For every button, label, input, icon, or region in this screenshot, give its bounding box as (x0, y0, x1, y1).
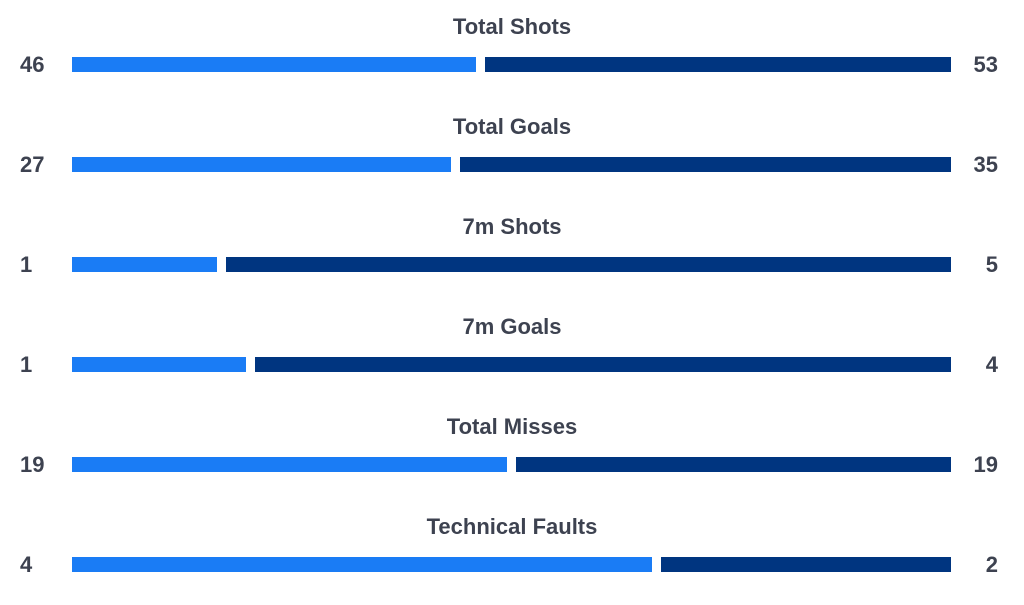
bar-track (72, 57, 951, 72)
stat-title: Total Goals (452, 114, 572, 139)
stat-row: Total Goals 27 35 (0, 105, 1024, 205)
left-bar (72, 557, 652, 572)
left-value-label: 27 (20, 152, 45, 177)
stat-row: Technical Faults 4 2 (0, 505, 1024, 605)
right-value-label: 53 (973, 52, 998, 77)
right-bar (485, 57, 951, 72)
stat-title: Technical Faults (426, 514, 598, 539)
bar-track (72, 557, 951, 572)
left-bar (72, 57, 476, 72)
left-value-label: 4 (20, 552, 33, 577)
right-bar (661, 557, 951, 572)
left-bar (72, 157, 451, 172)
stat-title: 7m Goals (462, 314, 562, 339)
stat-row: Total Shots 46 53 (0, 5, 1024, 105)
right-value-label: 19 (973, 452, 998, 477)
left-value-label: 1 (20, 252, 33, 277)
bar-track (72, 157, 951, 172)
right-value-label: 35 (973, 152, 998, 177)
stat-row: 7m Shots 1 5 (0, 205, 1024, 305)
bar-track (72, 357, 951, 372)
stat-title: 7m Shots (462, 214, 562, 239)
left-value-label: 19 (20, 452, 45, 477)
right-bar (255, 357, 951, 372)
right-bar (516, 457, 951, 472)
left-bar (72, 257, 217, 272)
stat-title: Total Shots (452, 14, 572, 39)
bar-track (72, 457, 951, 472)
left-bar (72, 457, 507, 472)
right-value-label: 4 (985, 352, 998, 377)
right-bar (460, 157, 951, 172)
right-value-label: 5 (985, 252, 998, 277)
right-value-label: 2 (985, 552, 998, 577)
stat-title: Total Misses (446, 414, 578, 439)
left-value-label: 1 (20, 352, 33, 377)
left-bar (72, 357, 246, 372)
stat-row: Total Misses 19 19 (0, 405, 1024, 505)
stat-row: 7m Goals 1 4 (0, 305, 1024, 405)
right-bar (226, 257, 951, 272)
left-value-label: 46 (20, 52, 45, 77)
bar-track (72, 257, 951, 272)
